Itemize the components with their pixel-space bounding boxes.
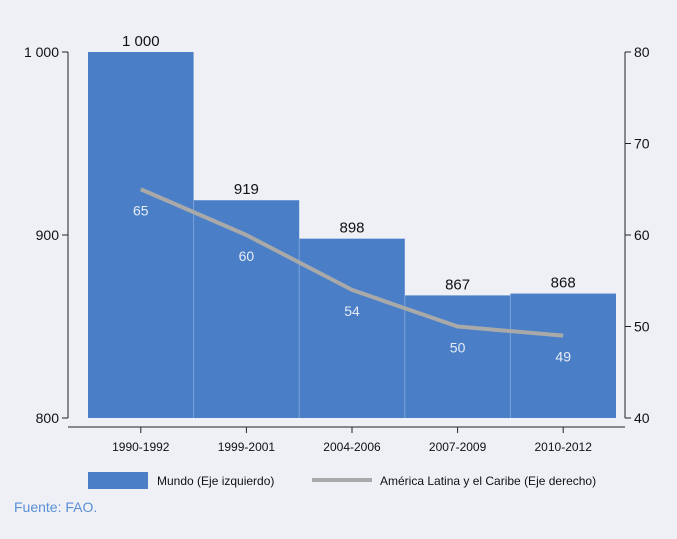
right-axis-tick-label: 50 <box>634 319 650 335</box>
bar-2010-2012 <box>510 293 616 418</box>
line-value-label: 60 <box>239 248 255 264</box>
x-axis-tick-label: 1999-2001 <box>218 440 276 454</box>
legend-swatch-mundo <box>88 472 148 489</box>
legend-label-mundo: Mundo (Eje izquierdo) <box>157 474 274 488</box>
bar-1990-1992 <box>88 52 194 418</box>
left-axis-tick-label: 800 <box>36 410 60 426</box>
line-value-label: 50 <box>450 340 466 356</box>
legend-label-america-latina: América Latina y el Caribe (Eje derecho) <box>380 474 596 488</box>
bar-value-label: 1 000 <box>122 33 160 50</box>
left-axis-tick-label: 900 <box>36 227 60 243</box>
x-axis-tick-label: 1990-1992 <box>112 440 170 454</box>
right-axis-tick-label: 40 <box>634 410 650 426</box>
line-value-label: 54 <box>344 303 360 319</box>
line-value-label: 49 <box>555 349 571 365</box>
right-axis-tick-label: 80 <box>634 44 650 60</box>
x-axis-tick-label: 2007-2009 <box>429 440 487 454</box>
bar-value-label: 898 <box>339 220 364 237</box>
bar-2004-2006 <box>299 238 405 418</box>
line-value-label: 65 <box>133 202 149 218</box>
source-note: Fuente: FAO. <box>14 499 98 515</box>
right-axis-tick-label: 70 <box>634 136 650 152</box>
x-axis-tick-label: 2010-2012 <box>535 440 593 454</box>
bar-value-label: 919 <box>234 181 259 198</box>
x-axis-tick-label: 2004-2006 <box>323 440 381 454</box>
line-america-latina <box>140 187 564 338</box>
bar-value-label: 867 <box>445 276 470 293</box>
left-axis-tick-label: 1 000 <box>24 44 59 60</box>
bar-value-label: 868 <box>551 275 576 292</box>
right-axis-tick-label: 60 <box>634 227 650 243</box>
